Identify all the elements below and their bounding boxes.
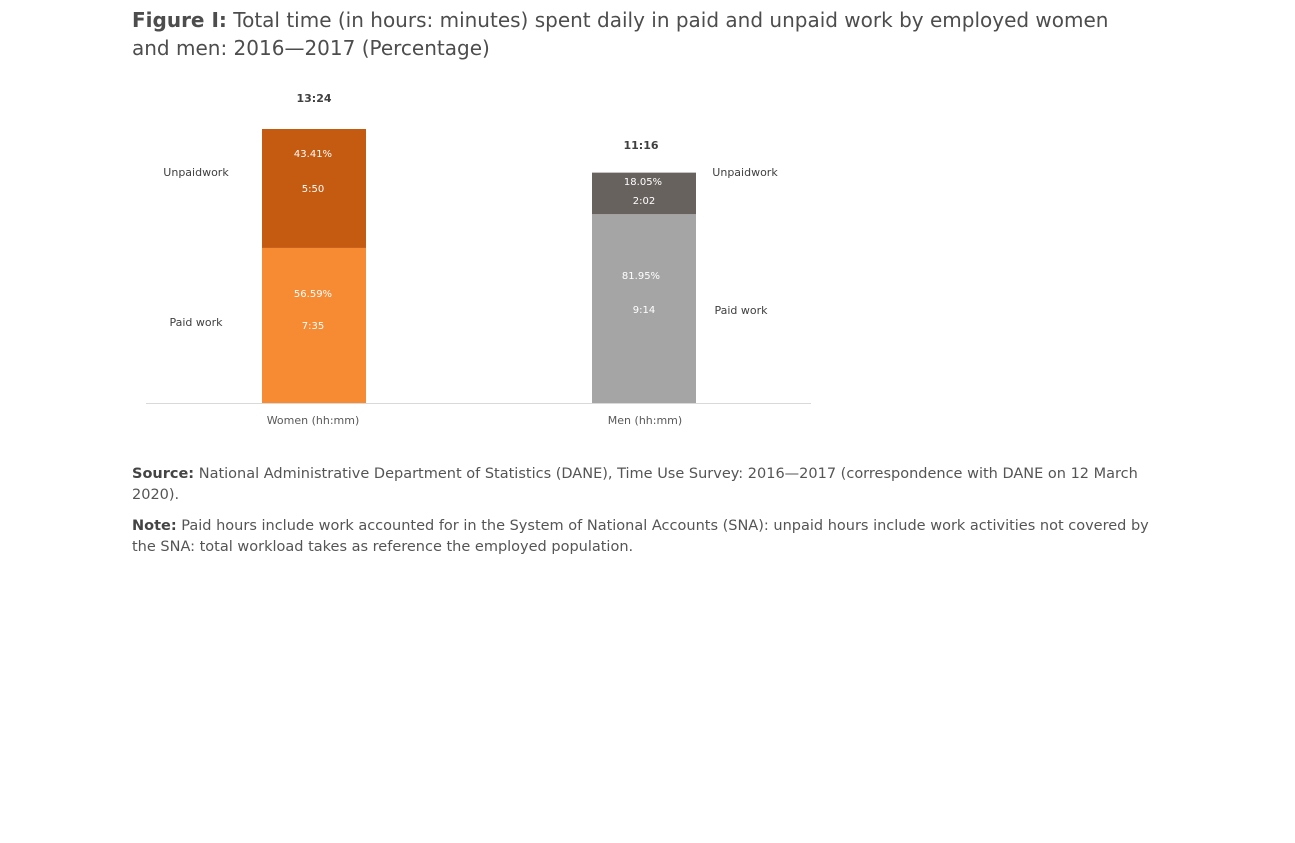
bar-men-unpaid xyxy=(592,172,696,215)
source-text: National Administrative Department of St… xyxy=(132,466,1138,503)
side-label-women-paid: Paid work xyxy=(169,316,223,329)
note: Note: Paid hours include work accounted … xyxy=(132,516,1172,558)
figure-notes: Source: National Administrative Departme… xyxy=(132,464,1172,568)
data-label-women-paid-percent: 56.59% xyxy=(294,289,332,300)
data-label-men-paid-time: 9:14 xyxy=(633,305,655,316)
side-label-women-unpaid: Unpaidwork xyxy=(163,166,229,179)
data-label-women-unpaid-percent: 43.41% xyxy=(294,149,332,160)
bar-women-unpaid xyxy=(262,129,366,248)
category-label-women: Women (hh:mm) xyxy=(267,414,360,427)
side-label-men-unpaid: Unpaidwork xyxy=(712,166,778,179)
total-label-men: 11:16 xyxy=(623,139,658,152)
source-note: Source: National Administrative Departme… xyxy=(132,464,1172,506)
note-label: Note: xyxy=(132,518,177,534)
note-text: Paid hours include work accounted for in… xyxy=(132,518,1149,555)
data-label-women-paid-time: 7:35 xyxy=(302,321,324,332)
figure-label: Figure I: xyxy=(132,8,227,32)
category-label-men: Men (hh:mm) xyxy=(608,414,682,427)
stacked-bar-chart: 13:24 11:16 43.41% 5:50 56.59% 7:35 18.0… xyxy=(146,92,811,427)
data-label-women-unpaid-time: 5:50 xyxy=(302,184,324,195)
figure-title-text: Total time (in hours: minutes) spent dai… xyxy=(132,8,1109,60)
side-label-men-paid: Paid work xyxy=(714,304,768,317)
bar-men-paid xyxy=(592,214,696,403)
source-label: Source: xyxy=(132,466,195,482)
bar-women-paid xyxy=(262,247,366,403)
data-label-men-unpaid-percent: 18.05% xyxy=(624,177,662,188)
figure-title: Figure I: Total time (in hours: minutes)… xyxy=(132,6,1152,62)
data-label-men-unpaid-time: 2:02 xyxy=(633,196,655,207)
data-label-men-paid-percent: 81.95% xyxy=(622,271,660,282)
total-label-women: 13:24 xyxy=(296,92,331,105)
